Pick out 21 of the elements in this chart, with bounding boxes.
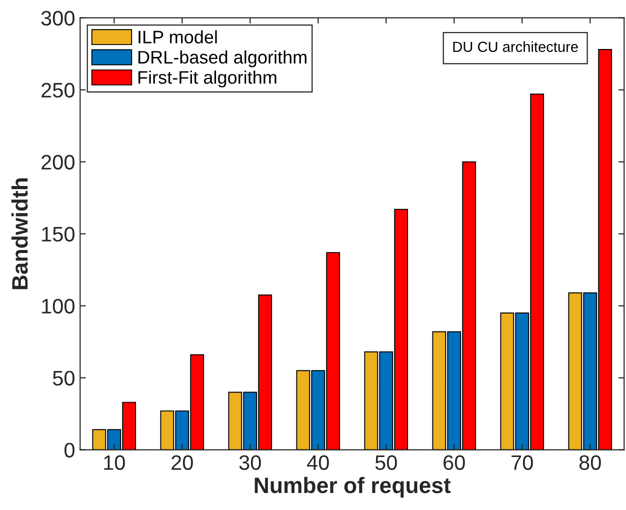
y-tick-label: 100 <box>42 298 74 314</box>
legend-label: ILP model <box>138 30 217 44</box>
x-tick-label: 20 <box>172 455 193 470</box>
x-tick-label: 50 <box>375 455 397 470</box>
y-tick-label: 300 <box>41 10 74 26</box>
x-tick-label: 70 <box>512 455 533 470</box>
y-tick-label: 50 <box>52 370 74 386</box>
x-tick-label: 30 <box>239 455 261 470</box>
legend-label: DRL-based algorithm <box>138 50 306 68</box>
y-tick-label: 150 <box>42 226 74 242</box>
legend-label: First-Fit algorithm <box>138 70 276 88</box>
y-tick-label: 0 <box>64 442 74 458</box>
y-tick-label: 250 <box>42 82 74 98</box>
x-axis-title: Number of request <box>254 476 451 498</box>
y-tick-label: 200 <box>42 154 74 170</box>
x-tick-label: 60 <box>444 455 465 470</box>
x-tick-label: 40 <box>307 455 329 470</box>
x-tick-label: 80 <box>579 455 601 470</box>
y-axis-title: Bandwidth <box>11 178 28 290</box>
annotation: DU CU architecture <box>453 41 578 52</box>
x-tick-label: 10 <box>104 455 125 470</box>
